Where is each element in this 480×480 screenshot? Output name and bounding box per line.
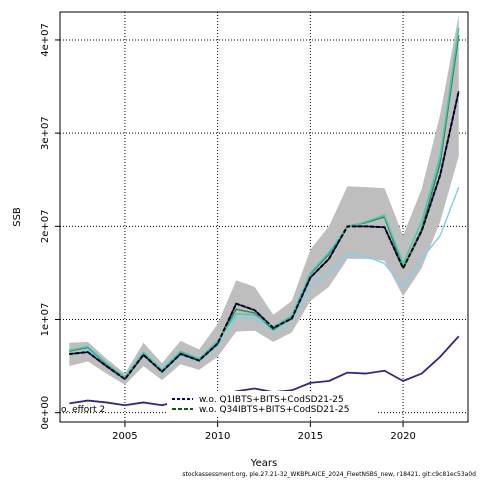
plot-frame bbox=[59, 11, 469, 423]
y-tick-label: 0e+00 bbox=[40, 396, 51, 430]
legend-background bbox=[167, 391, 377, 415]
x-axis-label: Years bbox=[250, 458, 277, 469]
y-tick-label: 4e+07 bbox=[40, 23, 51, 57]
series-lines bbox=[69, 27, 460, 407]
x-tick-label: 2010 bbox=[205, 431, 230, 442]
series-line bbox=[69, 90, 460, 381]
legend-label: w.o. Q1IBTS+BITS+CodSD21-25 bbox=[199, 395, 344, 405]
x-tick-label: 2015 bbox=[298, 431, 323, 442]
legend: o. effort 2 w.o. Q1IBTS+BITS+CodSD21-25w.… bbox=[61, 391, 377, 415]
y-axis-label: SSB bbox=[12, 207, 23, 227]
legend-label: w.o. Q34IBTS+BITS+CodSD21-25 bbox=[199, 405, 349, 415]
series-line bbox=[69, 27, 460, 379]
footer-text: stockassessment.org, ple.27.21-32_WKBPLA… bbox=[182, 471, 476, 478]
confidence-band bbox=[69, 14, 459, 385]
x-axis-ticks: 2005 2010 2015 2020 bbox=[112, 422, 416, 442]
y-axis-ticks: 0e+00 1e+07 2e+07 3e+07 4e+07 bbox=[40, 23, 60, 429]
y-tick-label: 2e+07 bbox=[40, 210, 51, 244]
legend-fragment-text: o. effort 2 bbox=[61, 405, 105, 415]
x-tick-label: 2005 bbox=[112, 431, 137, 442]
series-line bbox=[69, 335, 460, 407]
y-tick-label: 1e+07 bbox=[40, 303, 51, 337]
x-tick-label: 2020 bbox=[390, 431, 415, 442]
y-tick-label: 3e+07 bbox=[40, 116, 51, 150]
